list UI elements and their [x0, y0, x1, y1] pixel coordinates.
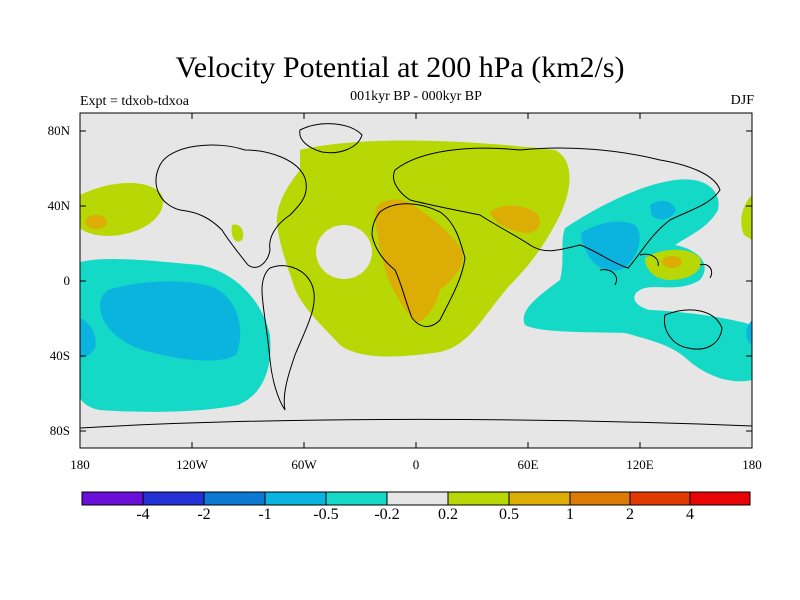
- colorbar-box-9: [570, 492, 630, 505]
- lat-label-40s: 40S: [49, 348, 70, 363]
- strong-positive-west-pacific: [662, 256, 682, 268]
- experiment-label: Expt = tdxob-tdxoa: [80, 94, 189, 109]
- strong-positive-arabia: [490, 205, 540, 233]
- negative-core-asia: [581, 221, 640, 271]
- strong-positive-pacific-nw: [85, 215, 107, 229]
- positive-region-gulf: [231, 224, 244, 242]
- map-title: Velocity Potential at 200 hPa (km2/s): [175, 51, 625, 84]
- lat-label-80n: 80N: [47, 123, 70, 138]
- lon-label-60w: 60W: [291, 457, 317, 472]
- colorbar-box-6: [387, 492, 448, 505]
- colorbar-label-4: -0.5: [313, 506, 339, 523]
- colorbar-box-10: [630, 492, 690, 505]
- lon-label-180e: 180: [742, 457, 762, 472]
- negative-region-west-pacific: [523, 179, 752, 382]
- lon-label-60e: 60E: [517, 457, 539, 472]
- lon-label-0: 0: [412, 457, 420, 472]
- strong-positive-africa: [375, 199, 463, 322]
- map-field: [80, 113, 752, 448]
- colorbar-box-2: [143, 492, 204, 505]
- colorbar-label-5: -0.2: [374, 506, 400, 523]
- colorbar-label-9: 2: [626, 506, 634, 523]
- colorbar-box-11: [690, 492, 750, 505]
- colorbar-box-8: [509, 492, 570, 505]
- colorbar-label-1: -4: [136, 506, 150, 523]
- lon-label-120e: 120E: [626, 457, 654, 472]
- map-subtitle: 001kyr BP - 000kyr BP: [350, 89, 482, 104]
- colorbar-label-7: 0.5: [499, 506, 519, 523]
- axis-ticks: [80, 113, 752, 448]
- lon-label-120w: 120W: [176, 457, 208, 472]
- lat-label-40n: 40N: [47, 198, 70, 213]
- colorbar-label-6: 0.2: [438, 506, 458, 523]
- colorbar-box-3: [204, 492, 265, 505]
- colorbar-label-2: -2: [197, 506, 211, 523]
- colorbar-box-7: [448, 492, 509, 505]
- negative-core-east-edge: [746, 320, 752, 345]
- colorbar-label-3: -1: [258, 506, 272, 523]
- lat-label-eq: 0: [63, 273, 71, 288]
- colorbar-box-1: [82, 492, 143, 505]
- colorbar-box-4: [265, 492, 326, 505]
- negative-core-japan: [650, 200, 676, 220]
- neutral-hole-caribbean: [316, 225, 372, 279]
- season-label: DJF: [730, 93, 754, 108]
- coastlines: [80, 123, 752, 429]
- colorbar-label-10: 4: [686, 506, 694, 523]
- colorbar: [81, 491, 751, 506]
- colorbar-label-8: 1: [566, 506, 574, 523]
- colorbar-box-5: [326, 492, 387, 505]
- lon-label-180w: 180: [70, 457, 90, 472]
- negative-core-west-edge: [80, 318, 96, 358]
- lat-label-80s: 80S: [49, 423, 70, 438]
- negative-core-south-pacific: [100, 281, 241, 361]
